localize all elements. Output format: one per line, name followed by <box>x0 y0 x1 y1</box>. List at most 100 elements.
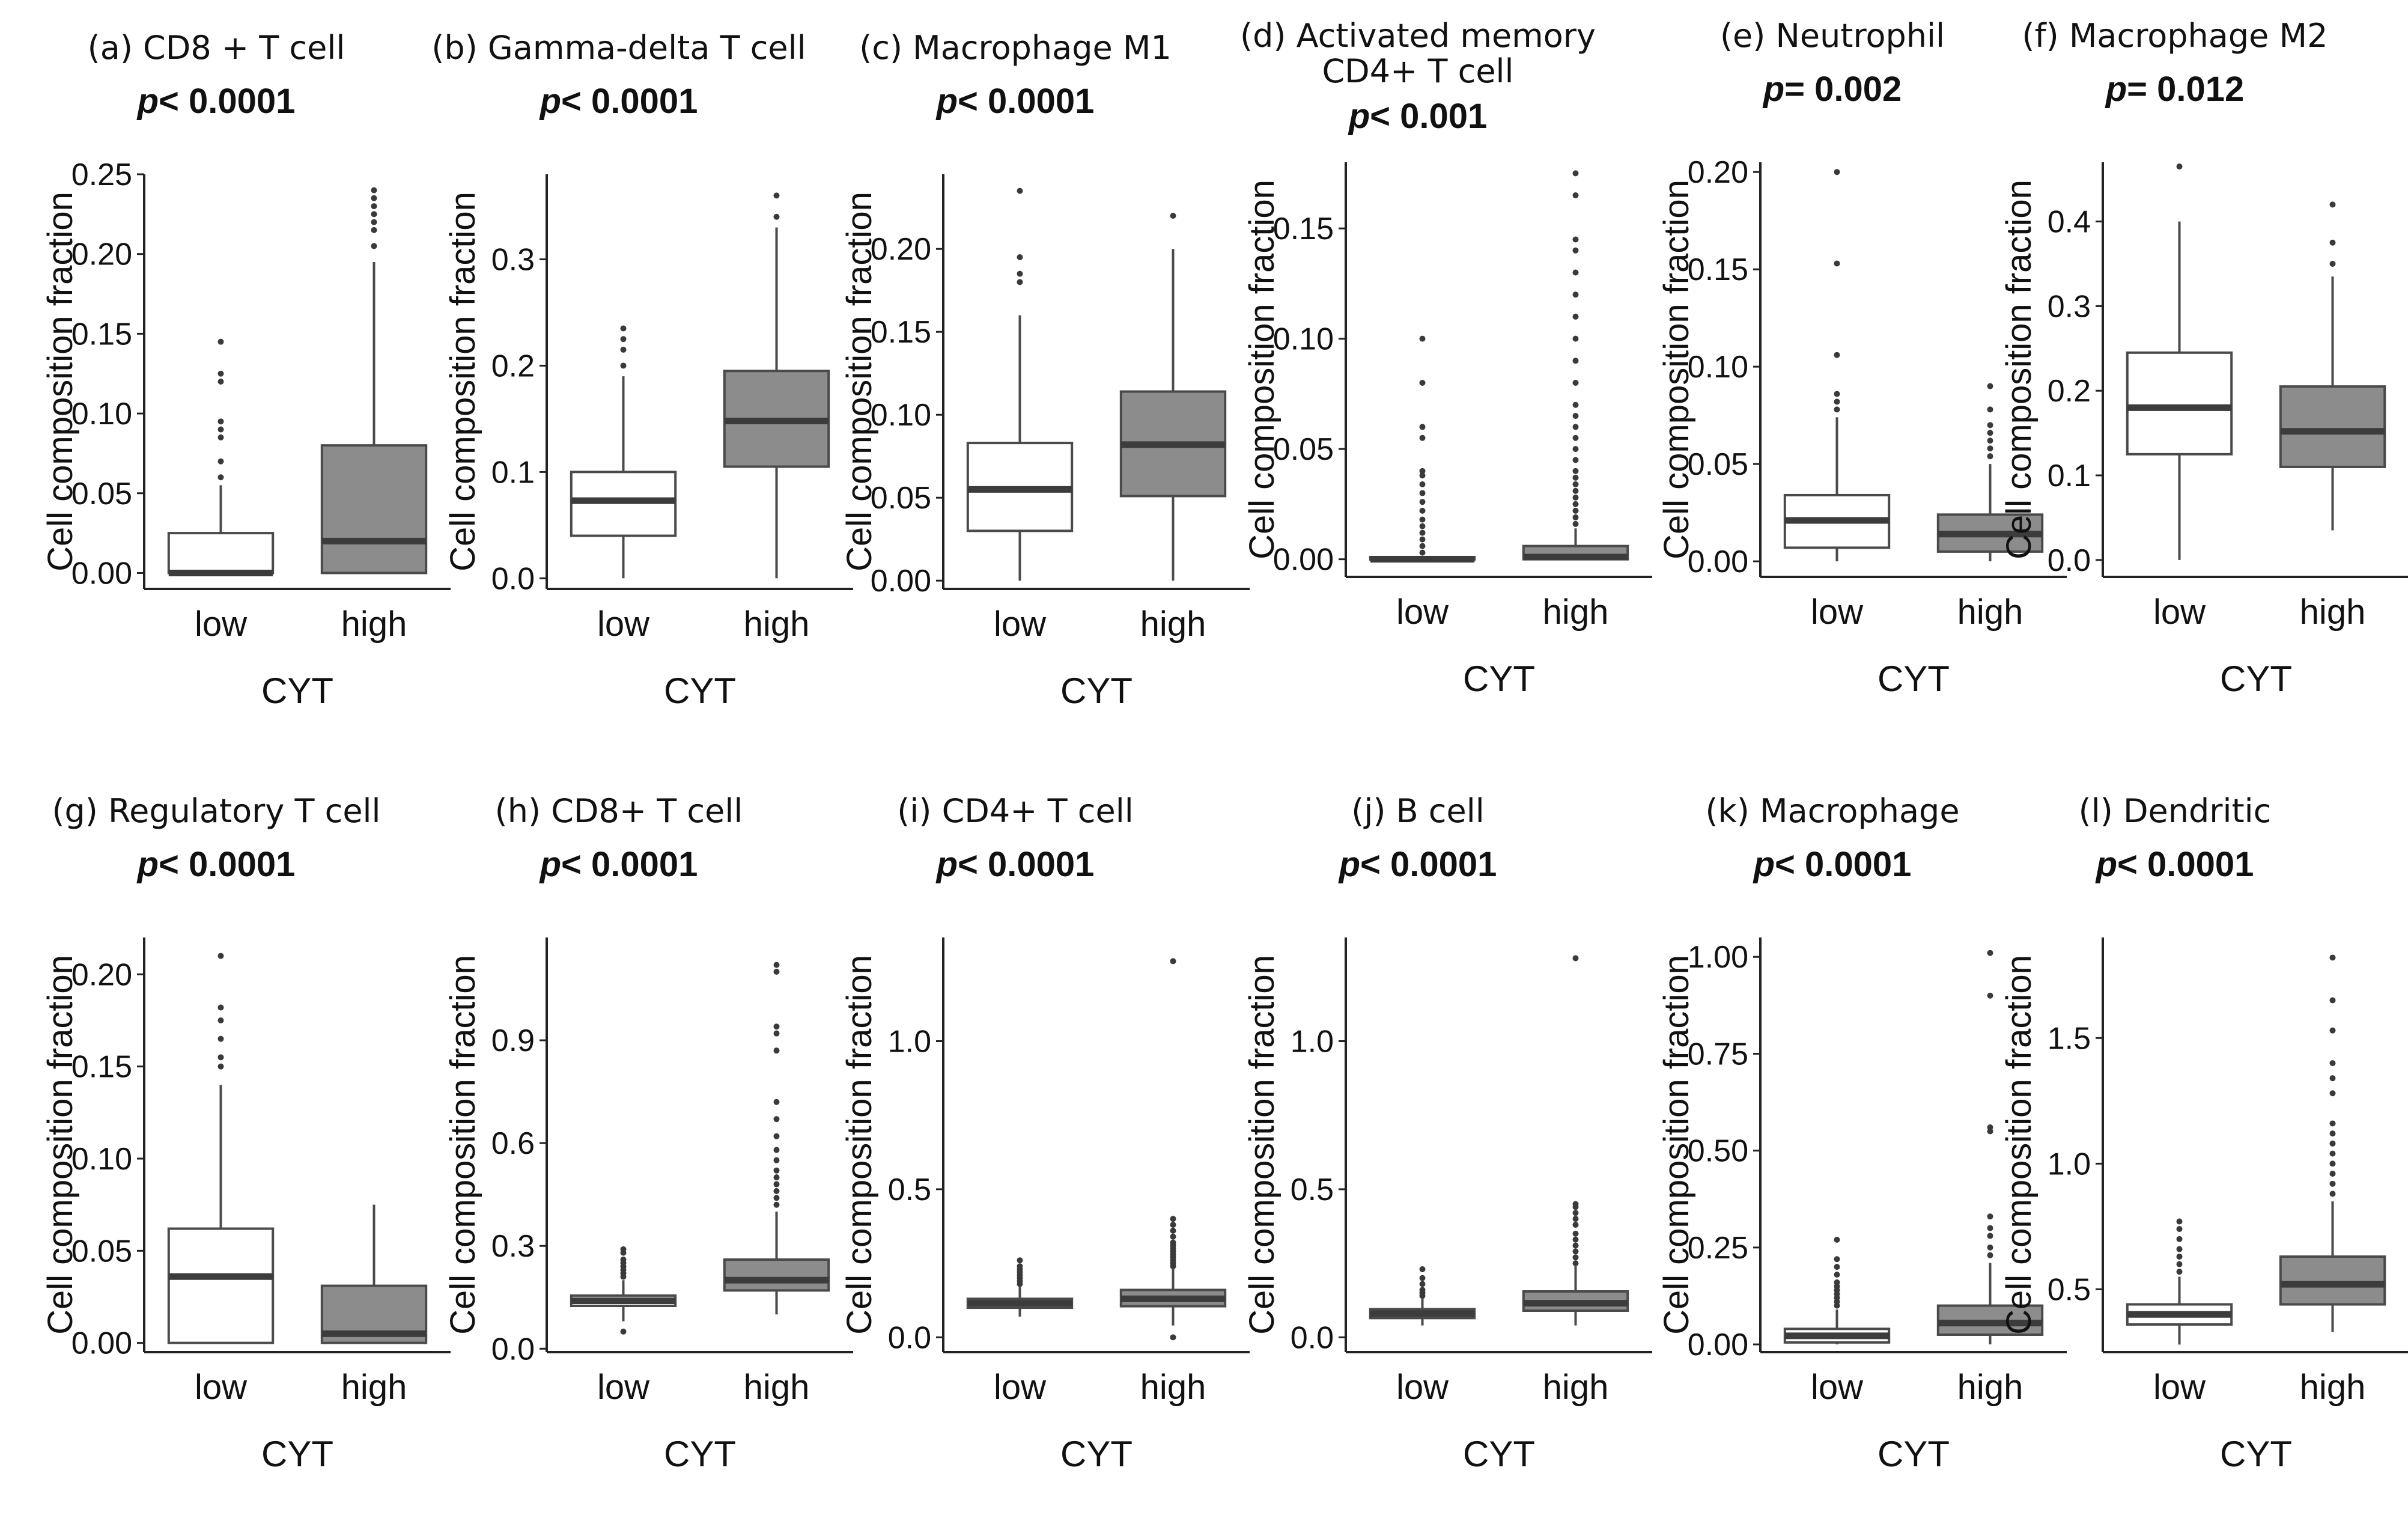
y-tick-label: 0.0 <box>1291 1320 1334 1355</box>
y-tick-label: 0.10 <box>71 397 132 431</box>
x-tick-label: high <box>744 605 810 644</box>
outlier-point <box>1572 1210 1579 1216</box>
box-low <box>167 338 275 576</box>
box-high <box>320 1204 428 1344</box>
outlier-point <box>217 1035 224 1042</box>
outlier-point <box>1419 536 1426 543</box>
outlier-point <box>2176 1218 2183 1225</box>
p-symbol: p <box>2096 845 2118 884</box>
y-tick-label: 0.5 <box>888 1172 931 1207</box>
p-value-text: < 0.0001 <box>958 82 1095 121</box>
outlier-point <box>1572 313 1579 320</box>
outlier-point <box>1572 358 1579 364</box>
p-value: p< 0.0001 <box>24 81 409 121</box>
outlier-point <box>1987 437 1993 444</box>
y-tick-label: 0.0 <box>2048 543 2091 578</box>
outlier-point <box>620 1257 627 1263</box>
box-high <box>1936 949 2044 1345</box>
outlier-point <box>217 379 224 385</box>
p-value-text: < 0.0001 <box>561 82 698 121</box>
y-axis-label: Cell composition fraction <box>41 192 80 572</box>
outlier-point <box>1987 422 1993 428</box>
outlier-point <box>1572 446 1579 453</box>
outlier-point <box>1572 520 1579 527</box>
y-tick-label: 0.00 <box>71 556 132 591</box>
outlier-point <box>1572 494 1579 501</box>
box-low <box>966 1257 1074 1317</box>
outlier-point <box>1419 507 1426 514</box>
outlier-point <box>371 203 377 210</box>
outlier-point <box>1572 468 1579 474</box>
outlier-point <box>2176 1269 2183 1275</box>
outlier-point <box>1987 1225 1993 1231</box>
outlier-point <box>773 1181 780 1187</box>
p-value: p< 0.001 <box>1226 96 1610 136</box>
outlier-point <box>773 969 780 975</box>
p-value: p= 0.002 <box>1640 69 2025 109</box>
panel-e: (e) Neutrophil p= 0.002 0.00 0.05 0.10 0.15 0.… <box>1640 18 2067 709</box>
y-tick-label: 0.15 <box>1688 252 1748 287</box>
y-tick-label: 0.6 <box>491 1126 535 1161</box>
box-high <box>1936 383 2044 562</box>
panel-title: (l) Dendritic <box>1983 793 2367 829</box>
x-axis-label: CYT <box>1877 659 1950 699</box>
outlier-point <box>1834 406 1840 413</box>
outlier-point <box>773 192 780 199</box>
outlier-point <box>1987 1244 1993 1251</box>
outlier-point <box>1834 391 1840 397</box>
panel-title: (e) Neutrophil <box>1640 18 2025 54</box>
outlier-point <box>1834 1272 1840 1278</box>
outlier-point <box>773 1133 780 1139</box>
p-value-text: < 0.0001 <box>958 845 1095 884</box>
outlier-point <box>371 195 377 201</box>
p-value: p< 0.0001 <box>823 81 1208 121</box>
x-tick-label: high <box>1543 1368 1609 1407</box>
outlier-point <box>773 1047 780 1054</box>
y-tick-label: 0.50 <box>1688 1134 1748 1169</box>
y-tick-label: 0.15 <box>1273 212 1334 246</box>
x-tick-label: high <box>1140 605 1206 644</box>
y-tick-label: 0.05 <box>871 481 931 516</box>
box-high <box>1522 170 1629 561</box>
p-value-text: = 0.012 <box>2127 70 2245 109</box>
outlier-point <box>620 1246 627 1252</box>
box-low <box>1369 1266 1476 1326</box>
outlier-point <box>1017 254 1023 260</box>
outlier-point <box>1419 468 1426 474</box>
outlier-point <box>2329 1130 2336 1137</box>
x-axis-label: CYT <box>2220 1434 2292 1474</box>
panel-b: (b) Gamma-delta T cell p< 0.0001 0.0 0.1 0.2… <box>427 30 853 721</box>
panel-title: (j) B cell <box>1226 793 1610 829</box>
outlier-point <box>1987 992 1993 999</box>
outlier-point <box>217 1063 224 1070</box>
outlier-point <box>1572 424 1579 430</box>
outlier-point <box>1419 1275 1426 1281</box>
box-low <box>1783 169 1891 562</box>
outlier-point <box>1419 529 1426 536</box>
panel-f: (f) Macrophage M2 p= 0.012 0.0 0.1 0.2 0.3 0.4… <box>1983 18 2408 709</box>
y-tick-label: 1.00 <box>1688 940 1748 975</box>
panel-title-line1: (c) Macrophage M1 <box>859 29 1172 67</box>
outlier-point <box>1834 352 1840 358</box>
outlier-point <box>2329 1190 2336 1197</box>
x-tick-label: low <box>1396 1368 1449 1407</box>
box-iqr <box>2279 1255 2386 1306</box>
x-tick-label: low <box>597 605 650 644</box>
outlier-point <box>2176 163 2183 170</box>
outlier-point <box>2329 1075 2336 1082</box>
outlier-point <box>1419 543 1426 549</box>
outlier-point <box>1987 1124 1993 1130</box>
p-symbol: p <box>1753 845 1775 884</box>
outlier-point <box>773 1157 780 1163</box>
y-tick-label: 0.00 <box>1273 543 1334 578</box>
box-low <box>2126 1218 2233 1345</box>
y-tick-label: 0.0 <box>491 1332 535 1367</box>
panel-title-line1: (j) B cell <box>1351 792 1485 830</box>
outlier-point <box>2329 260 2336 267</box>
